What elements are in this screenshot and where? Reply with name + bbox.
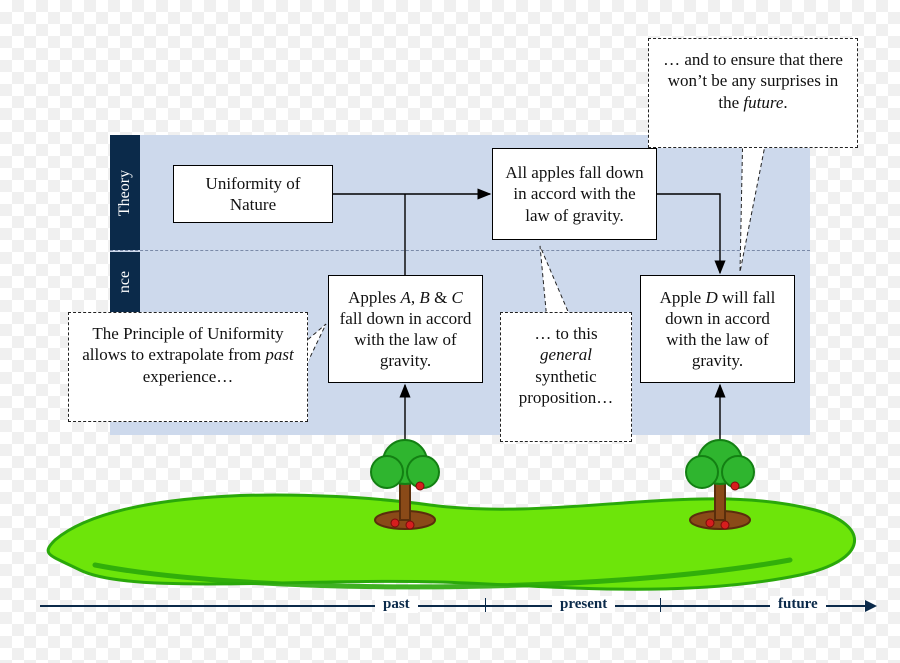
timeline-label-present: present [552,596,615,613]
timeline-label-future: future [770,596,826,613]
timeline-label-past: past [375,596,418,613]
box-apples-abc: Apples A, B & C fall down in accord with… [328,275,483,383]
ground [48,495,854,589]
timeline-tick-2 [660,598,661,612]
box-all-apples: All apples fall down in accord with the … [492,148,657,240]
theory-divider [110,250,810,251]
box-apple-d-text: Apple D will fall down in accord with th… [649,287,786,372]
callout-general-text: … to this general synthetic proposition… [519,324,613,407]
timeline-tick-1 [485,598,486,612]
timeline-axis [40,605,875,607]
box-all-apples-text: All apples fall down in accord with the … [501,162,648,226]
callout-future: … and to ensure that there won’t be any … [648,38,858,148]
sidebar-experience-label: nce [116,271,134,293]
callout-future-text: … and to ensure that there won’t be any … [663,50,843,112]
sidebar-theory: Theory [110,135,140,250]
box-apple-d: Apple D will fall down in accord with th… [640,275,795,383]
box-uniformity-text: Uniformity of Nature [182,173,324,216]
sidebar-experience: nce [110,252,140,312]
diagram-root: Theory nce [0,0,900,663]
sidebar-theory-label: Theory [116,169,134,215]
box-uniformity-of-nature: Uniformity of Nature [173,165,333,223]
callout-past-text: The Principle of Uniformity allows to ex… [82,324,294,386]
tree-icon [371,440,439,529]
callout-general-proposition: … to this general synthetic proposition… [500,312,632,442]
tree-icon [686,440,754,529]
callout-past-experience: The Principle of Uniformity allows to ex… [68,312,308,422]
box-apples-abc-text: Apples A, B & C fall down in accord with… [337,287,474,372]
